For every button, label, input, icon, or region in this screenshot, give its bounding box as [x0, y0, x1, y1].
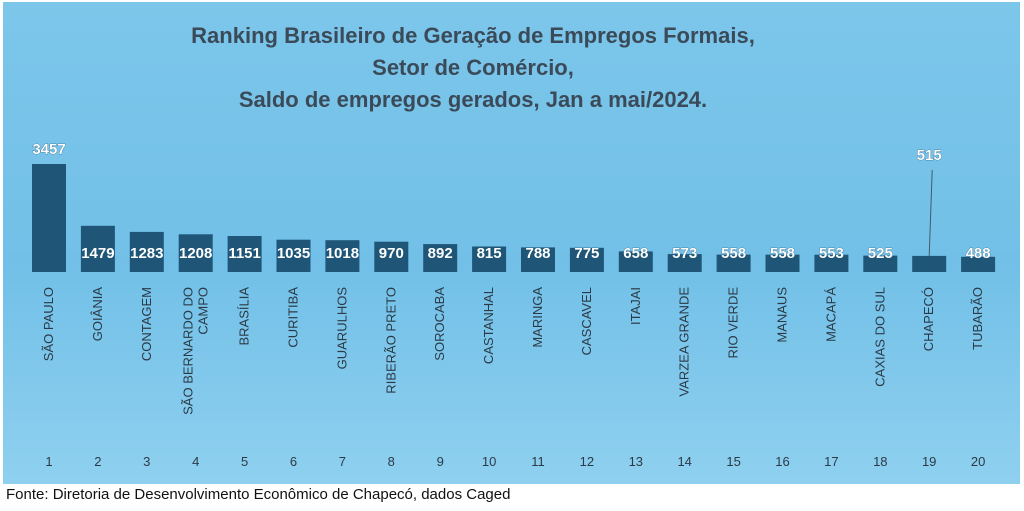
x-tick-label: GOIÂNIA — [90, 287, 105, 342]
rank-label: 3 — [143, 454, 150, 469]
bar — [912, 255, 947, 272]
data-label: 1208 — [179, 245, 212, 262]
bar — [569, 247, 604, 272]
bar — [618, 251, 653, 272]
data-label: 1018 — [326, 245, 359, 262]
bar — [423, 244, 458, 272]
x-tick-label: CAXIAS DO SUL — [872, 287, 887, 387]
data-label: 1479 — [81, 245, 114, 262]
x-tick-label: CASTANHAL — [481, 287, 496, 364]
data-label: 1035 — [277, 245, 310, 262]
data-label: 815 — [477, 245, 502, 262]
bar — [227, 236, 262, 272]
data-label: 525 — [868, 245, 893, 262]
rank-label: 14 — [677, 454, 691, 469]
chart-title-line-3: Saldo de empregos gerados, Jan a mai/202… — [238, 87, 708, 112]
bar — [765, 254, 800, 272]
data-label: 1151 — [228, 245, 261, 262]
rank-label: 9 — [437, 454, 444, 469]
chart-panel: Ranking Brasileiro de Geração de Emprego… — [3, 2, 1020, 484]
x-tick-label: CASCAVEL — [579, 287, 594, 355]
bar — [863, 255, 898, 272]
data-label: 553 — [819, 245, 844, 262]
bar — [814, 254, 849, 272]
x-tick-label: VARZEA GRANDE — [677, 287, 692, 397]
chart-title: Ranking Brasileiro de Geração de Emprego… — [3, 20, 943, 116]
bar — [472, 246, 507, 272]
x-tick-label: CHAPECÓ — [921, 287, 936, 351]
data-label: 970 — [379, 245, 404, 262]
rank-label: 2 — [94, 454, 101, 469]
rank-label: 19 — [922, 454, 936, 469]
x-tick-label: SÃO PAULO — [41, 287, 56, 361]
data-label: 658 — [623, 245, 648, 262]
bar — [80, 225, 115, 272]
rank-label: 17 — [824, 454, 838, 469]
rank-label: 4 — [192, 454, 199, 469]
bar — [374, 241, 409, 272]
x-tick-label: MARINGA — [530, 287, 545, 348]
chart-title-line-2: Setor de Comércio, — [372, 55, 574, 80]
x-tick-label: MACAPÁ — [823, 287, 838, 342]
x-tick-label: GUARULHOS — [334, 287, 349, 370]
bar — [521, 247, 555, 272]
bar — [32, 164, 66, 272]
x-tick-label: TUBARÃO — [970, 287, 985, 350]
x-tick-label: BRASÍLIA — [237, 287, 252, 346]
data-label: 3457 — [32, 141, 65, 158]
x-tick-label: RIO VERDE — [726, 287, 741, 359]
chart-title-line-1: Ranking Brasileiro de Geração de Emprego… — [191, 23, 755, 48]
rank-label: 11 — [531, 454, 545, 469]
data-label: 515 — [917, 147, 942, 164]
rank-label: 20 — [971, 454, 985, 469]
data-label: 558 — [770, 245, 795, 262]
x-tick-label: MANAUS — [775, 287, 790, 343]
bar — [178, 234, 213, 272]
bar — [667, 254, 702, 272]
rank-label: 18 — [873, 454, 887, 469]
data-label: 1283 — [130, 245, 163, 262]
bar — [129, 231, 164, 272]
rank-label: 5 — [241, 454, 248, 469]
data-label: 558 — [721, 245, 746, 262]
bar — [961, 256, 996, 272]
bar — [325, 240, 360, 272]
rank-label: 16 — [775, 454, 789, 469]
x-tick-label: SÃO BERNARDO DOCAMPO — [181, 287, 211, 415]
data-label: 775 — [574, 245, 599, 262]
data-label: 573 — [672, 245, 697, 262]
x-tick-label: CURITIBA — [286, 287, 301, 348]
rank-label: 1 — [45, 454, 52, 469]
data-label: 488 — [966, 245, 991, 262]
data-label: 788 — [525, 245, 550, 262]
x-tick-label: RIBERÃO PRETO — [383, 287, 398, 394]
rank-label: 12 — [580, 454, 594, 469]
callout-line — [928, 169, 933, 256]
bar — [276, 239, 311, 272]
rank-label: 10 — [482, 454, 496, 469]
rank-label: 15 — [726, 454, 740, 469]
rank-label: 6 — [290, 454, 297, 469]
rank-label: 7 — [339, 454, 346, 469]
x-tick-label: SOROCABA — [432, 287, 447, 361]
x-tick-label: CONTAGEM — [139, 287, 154, 361]
x-tick-label: ITAJAI — [628, 287, 643, 325]
rank-label: 8 — [388, 454, 395, 469]
bar — [716, 254, 751, 272]
data-label: 892 — [428, 245, 453, 262]
rank-label: 13 — [629, 454, 643, 469]
source-note: Fonte: Diretoria de Desenvolvimento Econ… — [6, 486, 511, 503]
